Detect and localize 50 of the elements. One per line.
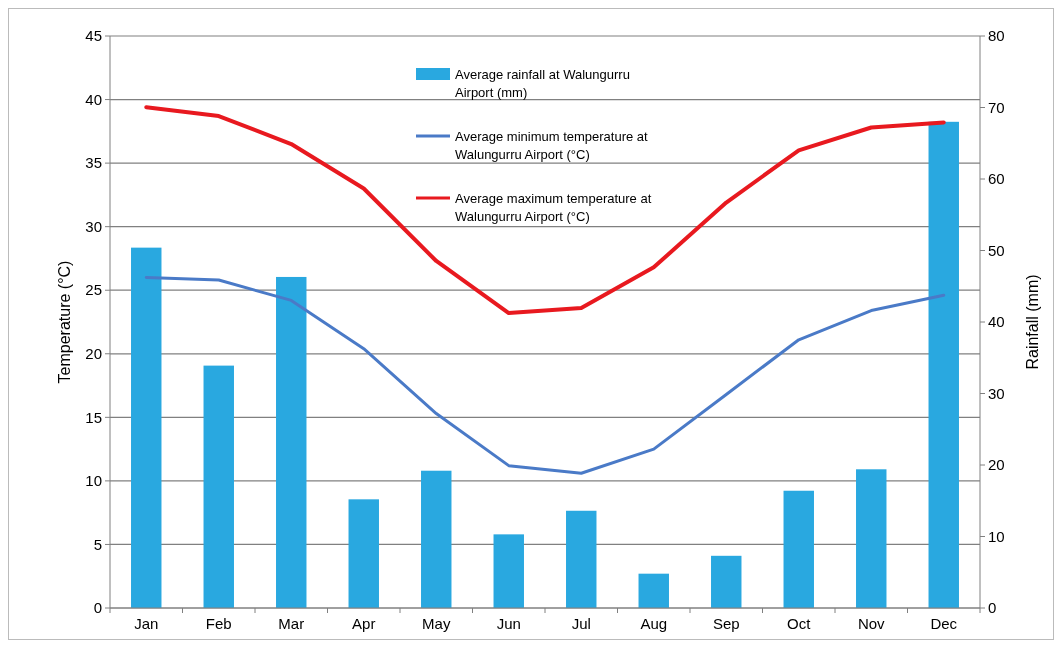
bar <box>276 276 307 608</box>
y2-tick-label: 30 <box>988 384 1005 402</box>
bar <box>203 365 234 608</box>
y2-tick-label: 40 <box>988 313 1005 331</box>
x-tick-label: May <box>422 615 451 632</box>
bar <box>493 534 524 608</box>
bar <box>928 121 959 608</box>
y2-axis-title: Rainfall (mm) <box>1024 274 1041 370</box>
y-tick-label: 30 <box>85 217 102 235</box>
y-tick-label: 45 <box>85 27 102 45</box>
x-tick-label: Jun <box>496 615 521 632</box>
y2-tick-label: 80 <box>988 27 1005 45</box>
y-tick-label: 10 <box>85 472 102 490</box>
x-tick-label: Feb <box>205 615 232 632</box>
x-tick-label: Oct <box>787 615 812 632</box>
y-tick-label: 0 <box>93 599 102 617</box>
x-tick-label: Apr <box>352 615 376 632</box>
x-tick-label: Mar <box>278 615 305 632</box>
y-tick-label: 5 <box>93 535 102 553</box>
x-tick-label: Dec <box>930 615 958 632</box>
bar <box>348 499 379 608</box>
legend-label: Average minimum temperature at Walungurru Airport (°C) <box>455 128 649 162</box>
bar <box>783 490 814 608</box>
x-tick-label: Jan <box>134 615 159 632</box>
y2-tick-label: 20 <box>988 456 1005 474</box>
y-tick-label: 15 <box>85 408 102 426</box>
bar <box>856 469 887 608</box>
x-tick-label: Jul <box>571 615 591 632</box>
x-tick-label: Aug <box>640 615 668 632</box>
y-tick-label: 20 <box>85 345 102 363</box>
y2-tick-label: 10 <box>988 527 1005 545</box>
y-tick-label: 35 <box>85 154 102 172</box>
y2-tick-label: 0 <box>988 599 997 617</box>
y-tick-label: 25 <box>85 281 102 299</box>
y2-tick-label: 50 <box>988 241 1005 259</box>
bar <box>638 573 669 608</box>
bar <box>711 555 742 608</box>
legend-label: Average rainfall at Walungurru Airport (mm) <box>455 66 630 100</box>
bar <box>566 510 597 608</box>
line-series <box>144 276 946 475</box>
bar <box>421 470 452 608</box>
legend-label: Average maximum temperature at Walungurru Airport (°C) <box>455 190 652 224</box>
y2-tick-label: 70 <box>988 98 1005 116</box>
bar <box>131 247 162 608</box>
x-tick-label: Sep <box>712 615 740 632</box>
y-tick-label: 40 <box>85 90 102 108</box>
line-series <box>144 105 946 316</box>
y-axis-title: Temperature (°C) <box>56 260 73 384</box>
y2-tick-label: 60 <box>988 170 1005 188</box>
x-tick-label: Nov <box>857 615 886 632</box>
